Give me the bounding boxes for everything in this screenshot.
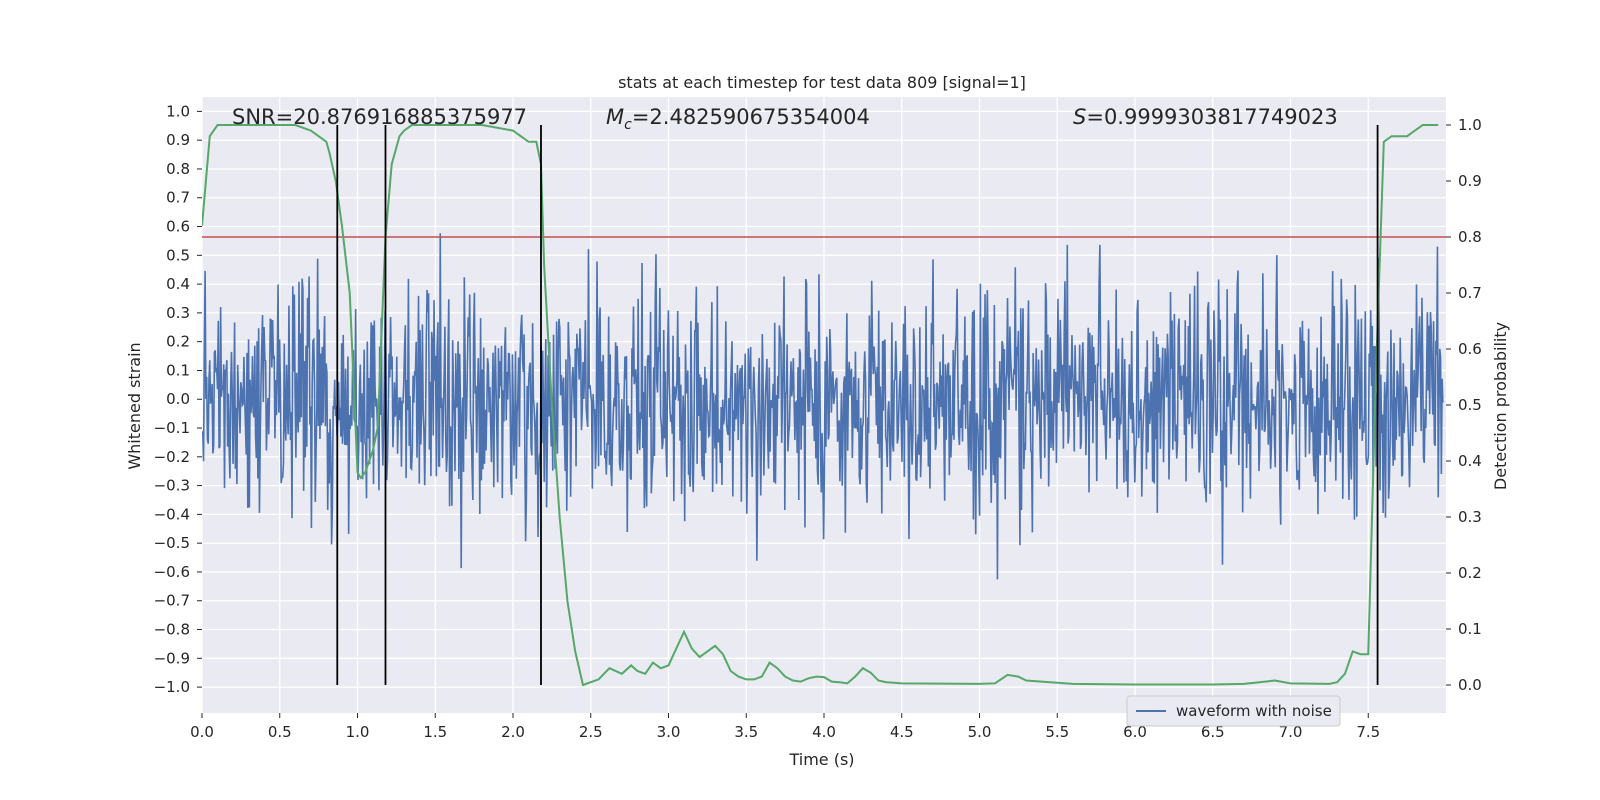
y-right-tick-label: 0.1 <box>1458 620 1482 638</box>
x-tick-label: 3.0 <box>657 723 681 741</box>
x-tick-label: 5.0 <box>968 723 992 741</box>
y-right-tick-label: 0.6 <box>1458 340 1482 358</box>
score-value: =0.9999303817749023 <box>1086 105 1337 129</box>
y-right-tick-label: 0.7 <box>1458 284 1482 302</box>
x-tick-label: 2.5 <box>579 723 603 741</box>
x-tick-label: 6.5 <box>1201 723 1225 741</box>
x-tick-label: 6.0 <box>1123 723 1147 741</box>
snr-annotation: SNR=20.876916885375977 <box>232 105 527 129</box>
legend-box <box>1126 695 1341 727</box>
vertical-markers <box>336 125 1379 685</box>
y-left-tick-label: 0.3 <box>166 304 190 322</box>
x-tick-label: 1.0 <box>346 723 370 741</box>
y-left-tick-label: −0.1 <box>154 419 190 437</box>
y-right-tick-label: 0.8 <box>1458 228 1482 246</box>
x-tick-label: 2.0 <box>501 723 525 741</box>
x-tick-label: 1.5 <box>423 723 447 741</box>
y-left-axis-ticks: 1.0 0.9 0.8 0.7 0.6 0.5 0.4 0.3 0.2 0.1 0.0 −0.1 −0.… <box>154 102 202 696</box>
probability-line <box>202 124 1439 687</box>
y-left-tick-label: −0.8 <box>154 621 190 639</box>
x-tick-label: 5.5 <box>1045 723 1069 741</box>
x-tick-label: 4.0 <box>812 723 836 741</box>
y-right-tick-label: 0.9 <box>1458 172 1482 190</box>
y-right-tick-label: 0.2 <box>1458 564 1482 582</box>
y-left-tick-label: −0.3 <box>154 477 190 495</box>
y-right-axis-label: Detection probability <box>1491 322 1510 490</box>
y-left-tick-label: 0.4 <box>166 275 190 293</box>
y-left-tick-label: −0.6 <box>154 563 190 581</box>
x-tick-label: 4.5 <box>890 723 914 741</box>
score-symbol: S <box>1073 105 1086 129</box>
y-left-tick-label: −0.9 <box>154 649 190 667</box>
chart-title: stats at each timestep for test data 809… <box>618 73 1026 92</box>
y-left-tick-label: −0.5 <box>154 534 190 552</box>
x-tick-label: 0.0 <box>190 723 214 741</box>
chirp-mass-subscript: c <box>624 117 632 133</box>
x-tick-label: 7.5 <box>1356 723 1380 741</box>
probability-series <box>202 124 1439 687</box>
waveform-line <box>202 233 1444 580</box>
y-right-axis-ticks: 1.0 0.9 0.8 0.7 0.6 0.5 0.4 0.3 0.2 0.1 0.0 <box>1446 116 1482 694</box>
x-tick-label: 7.0 <box>1279 723 1303 741</box>
y-right-tick-label: 0.5 <box>1458 396 1482 414</box>
legend-label: waveform with noise <box>1176 702 1332 720</box>
y-right-tick-label: 1.0 <box>1458 116 1482 134</box>
score-annotation: S=0.9999303817749023 <box>1073 105 1338 129</box>
y-left-tick-label: 1.0 <box>166 102 190 120</box>
y-left-tick-label: 0.0 <box>166 390 190 408</box>
y-left-tick-label: −0.4 <box>154 505 190 523</box>
y-right-tick-label: 0.3 <box>1458 508 1482 526</box>
y-left-axis-label: Whitened strain <box>125 342 144 469</box>
y-left-tick-label: 0.1 <box>166 361 190 379</box>
y-left-tick-label: 0.6 <box>166 218 190 236</box>
chirp-mass-value: =2.482590675354004 <box>632 105 870 129</box>
y-right-tick-label: 0.4 <box>1458 452 1482 470</box>
x-tick-label: 3.5 <box>734 723 758 741</box>
chirp-mass-symbol: M <box>606 105 624 129</box>
waveform-series <box>202 233 1444 580</box>
x-axis-label: Time (s) <box>788 750 854 769</box>
y-left-tick-label: 0.8 <box>166 160 190 178</box>
chirp-mass-annotation: Mc=2.482590675354004 <box>606 105 870 133</box>
y-right-tick-label: 0.0 <box>1458 676 1482 694</box>
y-left-tick-label: −0.7 <box>154 592 190 610</box>
x-tick-label: 0.5 <box>268 723 292 741</box>
y-left-tick-label: −1.0 <box>154 678 190 696</box>
y-left-tick-label: 0.5 <box>166 246 190 264</box>
y-left-tick-label: 0.9 <box>166 131 190 149</box>
legend: waveform with noise <box>1126 695 1341 727</box>
y-left-tick-label: 0.2 <box>166 333 190 351</box>
y-left-tick-label: −0.2 <box>154 448 190 466</box>
x-axis-ticks: 0.0 0.5 1.0 1.5 2.0 2.5 3.0 3.5 4.0 4.5 5.0 5.5 6.0 6… <box>190 713 1380 741</box>
y-left-tick-label: 0.7 <box>166 189 190 207</box>
